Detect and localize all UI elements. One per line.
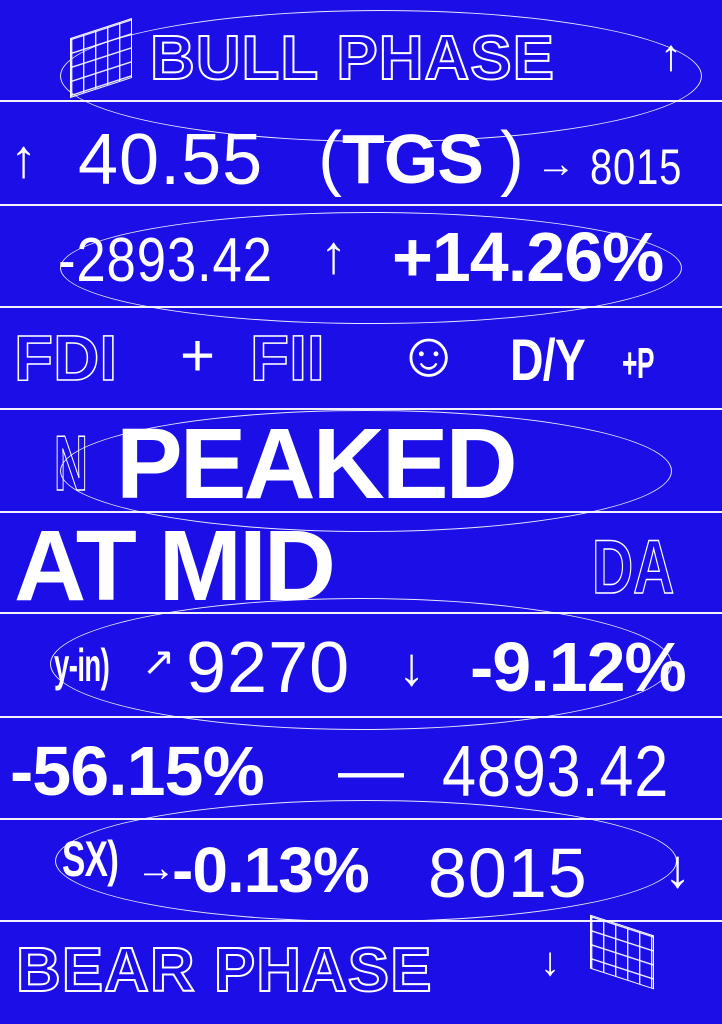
arrow-diagonal-icon: ↗ [142,640,177,684]
change-percent: +14.26% [392,218,664,296]
paren-open: ( [318,118,343,198]
price-value: 40.55 [78,120,264,200]
decline-value: 4893.42 [442,732,670,812]
smiley-icon: ☺ [396,318,463,390]
fdi-label: FDI [13,322,118,394]
bear-phase-row: BEAR PHASE ↓ [0,930,722,1010]
bull-phase-row: BULL PHASE ↑ [0,22,722,92]
band-rule [0,204,722,206]
ticker-symbol: TGS [342,120,484,198]
buy-in-row: y-in) ↗ 9270 ↓ -9.12% [0,622,722,712]
band-rule [0,716,722,718]
band-rule [0,818,722,820]
arrow-down-icon: ↓ [398,637,426,697]
fdi-fii-row: FDI + FII ☺ D/Y +P [0,318,722,403]
change-percent: -0.13% [172,834,370,906]
arrow-right-icon: → [136,846,177,890]
ghost-letters: DA [591,525,675,610]
arrow-down-icon: ↓ [540,940,560,984]
change-percent: -9.12% [470,628,687,706]
decline-row: -56.15% — 4893.42 [0,724,722,814]
exchange-value: 8015 [428,834,588,912]
bull-phase-text: BULL PHASE [149,24,556,93]
ticker-row-tgs: ↑ 40.55 ( TGS ) → 8015 [0,112,722,202]
band-rule [0,306,722,308]
dy-trail: +P [622,339,654,388]
band-rule [0,612,722,614]
arrow-up-icon: ↑ [320,225,348,285]
ghost-letter: N [54,419,89,507]
arrow-up-icon: ↑ [660,31,682,80]
bear-phase-text: BEAR PHASE [15,936,433,1005]
index-value: -2893.42 [58,226,273,295]
at-mid-headline: AT MID [14,510,336,622]
peaked-row: N PEAKED [0,408,722,520]
exchange-row: SX) → -0.13% 8015 ↓ [0,826,722,916]
arrow-up-icon: ↑ [10,129,38,189]
at-mid-row: AT MID DA [0,512,722,616]
plus-sign: + [180,322,217,389]
buy-in-label: y-in) [54,639,110,691]
band-rule [0,511,722,513]
paren-close: ) [500,118,525,198]
fii-label: FII [249,322,325,394]
arrow-down-icon: ↓ [664,839,692,899]
trail-value: 8015 [590,139,683,195]
em-dash: — [338,732,405,806]
buy-in-value: 9270 [186,628,351,708]
index-row: -2893.42 ↑ +14.26% [0,212,722,302]
exchange-label: SX) [62,831,119,887]
arrow-right-icon: → [536,142,577,186]
decline-percent: -56.15% [10,732,265,810]
band-rule [0,408,722,410]
peaked-headline: PEAKED [116,408,518,520]
dy-label: D/Y [510,328,586,393]
band-rule [0,100,722,102]
